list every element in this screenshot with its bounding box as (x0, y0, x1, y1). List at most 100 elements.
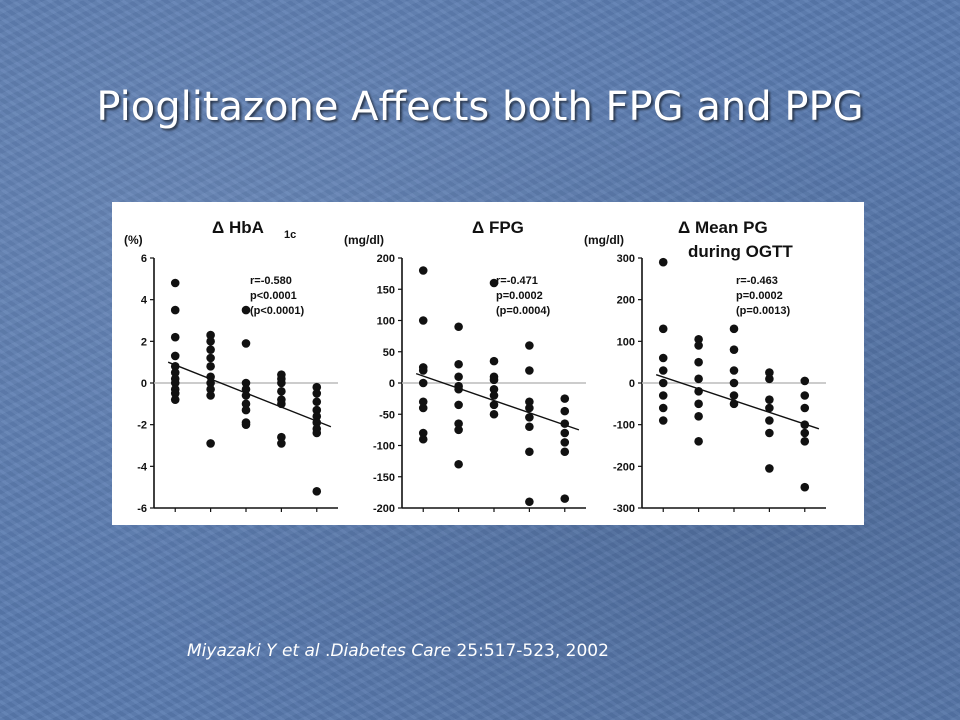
chart-3-point (694, 341, 703, 350)
chart-2-point (418, 434, 428, 444)
chart-3-point (658, 257, 668, 267)
chart-1-point (241, 405, 251, 415)
figure-panel: Δ HbA 1c (%) 6 4 2 0 -2 -4 -6 r=-0.580 p<0.0001 (p<0… (112, 202, 864, 525)
chart-3-point (800, 403, 810, 413)
chart-1-point (241, 378, 251, 388)
chart-2-point (489, 278, 499, 288)
chart-2-ytick-label: -200 (373, 503, 395, 515)
chart-1-point (277, 439, 286, 448)
chart-1-title-subscript: 1c (284, 229, 296, 241)
chart-3-ylabel: (mg/dl) (584, 233, 624, 247)
chart-2-point (418, 366, 428, 375)
chart-2-point (560, 428, 570, 438)
chart-1-point (206, 345, 215, 354)
chart-2-ylabel: (mg/dl) (344, 233, 384, 247)
chart-2-point (525, 341, 534, 350)
chart-2-title: Δ FPG (472, 218, 524, 237)
chart-2-point (489, 391, 499, 400)
chart-1-stat: (p<0.0001) (250, 305, 304, 317)
chart-3-title-line2: during OGTT (688, 242, 793, 261)
chart-2-point (560, 447, 570, 457)
chart-1-point (170, 351, 180, 361)
chart-1-stat: p<0.0001 (250, 290, 297, 302)
chart-3-point (658, 353, 668, 363)
chart-1-point (170, 278, 180, 288)
chart-3-trend-line (655, 374, 820, 430)
scatter-charts: Δ HbA 1c (%) 6 4 2 0 -2 -4 -6 r=-0.580 p<0.0001 (p<0… (124, 218, 826, 515)
chart-1-point (206, 439, 215, 448)
citation-authors: Miyazaki Y et al (187, 641, 320, 661)
chart-2-ytick-label: -150 (373, 472, 395, 484)
chart-3-point (765, 374, 774, 384)
chart-1-point (312, 382, 322, 392)
chart-3-point (800, 437, 810, 446)
chart-2-point (560, 494, 570, 503)
chart-1-ytick-label: -4 (137, 461, 148, 473)
chart-1-stat: r=-0.580 (250, 275, 292, 287)
chart-3-ytick-label: -100 (613, 420, 635, 432)
chart-1-point (206, 391, 215, 400)
chart-1-point (312, 389, 322, 398)
chart-2-point (418, 403, 428, 413)
chart-2-point (418, 378, 428, 388)
chart-3-point (658, 391, 668, 400)
chart-2-stat: r=-0.471 (496, 275, 538, 287)
chart-2-point (489, 384, 499, 394)
chart-3-ytick-label: -200 (613, 461, 635, 473)
chart-3-point (765, 368, 774, 377)
chart-2-ytick-label: -50 (379, 409, 395, 421)
chart-3-point (694, 412, 703, 421)
chart-3-point (729, 391, 739, 400)
chart-1-point (312, 397, 322, 407)
chart-1-point (277, 432, 286, 442)
citation-journal: Diabetes Care (330, 641, 452, 661)
chart-3-point (658, 366, 668, 375)
chart-2-point (525, 397, 534, 407)
chart-3-point (765, 395, 774, 404)
chart-1-ylabel: (%) (124, 233, 143, 247)
chart-1-point (241, 305, 251, 315)
chart-2-point (418, 428, 428, 438)
chart-1-point (312, 428, 322, 438)
chart-1-point (241, 339, 251, 348)
chart-1-point (170, 389, 180, 398)
chart-1-point (170, 332, 180, 342)
chart-3-point (729, 345, 739, 354)
chart-2-point (525, 403, 534, 413)
chart-1-point (170, 305, 180, 315)
chart-3-title: Δ Mean PG (678, 218, 768, 237)
chart-1-point (206, 362, 215, 371)
chart-2-ytick-label: 50 (383, 347, 395, 359)
chart-3-stat: r=-0.463 (736, 275, 778, 287)
chart-3-ytick-label: 100 (617, 336, 635, 348)
chart-1-ytick-label: 0 (141, 378, 147, 390)
chart-2-point (525, 447, 534, 457)
chart-3-ytick-label: -300 (613, 503, 635, 515)
chart-1-ytick-label: 4 (141, 295, 148, 307)
chart-2-point (525, 413, 534, 422)
slide-title: Pioglitazone Affects both FPG and PPG (96, 84, 864, 130)
chart-3-point (765, 416, 774, 425)
chart-3-ytick-label: 300 (617, 253, 635, 265)
chart-3-ytick-label: 200 (617, 295, 635, 307)
chart-3-ytick-label: 0 (629, 378, 635, 390)
chart-3-point (765, 428, 774, 438)
chart-1-title: Δ HbA (212, 218, 264, 237)
chart-3-point (800, 376, 810, 386)
chart-2-point (560, 438, 570, 447)
chart-2-point (454, 459, 463, 469)
chart-2-point (525, 497, 534, 507)
chart-3-point (694, 374, 703, 384)
chart-2-point (489, 409, 499, 419)
chart-3-point (800, 428, 810, 438)
chart-3-stat: (p=0.0013) (736, 305, 790, 317)
chart-1-point (312, 487, 322, 496)
chart-2-point (525, 366, 534, 375)
chart-2-point (454, 400, 463, 410)
chart-1-ytick-label: -2 (137, 420, 147, 432)
chart-2-point (489, 375, 499, 385)
chart-1-point (206, 337, 215, 346)
chart-3-point (658, 324, 668, 334)
chart-2-point (454, 419, 463, 428)
chart-3-point (729, 366, 739, 375)
